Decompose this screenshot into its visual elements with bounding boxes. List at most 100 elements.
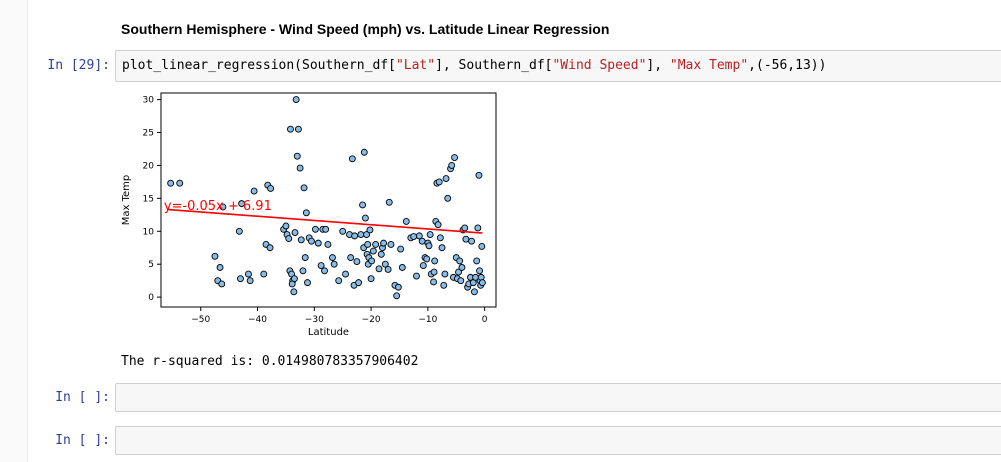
data-point	[218, 280, 226, 288]
code-token: plot_linear_regression(Southern_df[	[122, 58, 396, 73]
data-point	[377, 250, 385, 258]
empty-code-cell[interactable]	[115, 383, 1001, 412]
data-point	[438, 244, 446, 252]
data-point	[324, 240, 332, 248]
data-point	[287, 125, 294, 133]
data-point	[425, 242, 433, 250]
data-point	[413, 272, 420, 280]
y-tick-label: 5	[148, 260, 154, 270]
data-point	[431, 257, 439, 265]
data-point	[470, 288, 478, 296]
y-tick-label: 30	[143, 96, 155, 106]
data-point	[397, 245, 405, 253]
code-cell-29[interactable]: plot_linear_regression(Southern_df["Lat"…	[115, 50, 1001, 82]
data-point	[339, 227, 347, 235]
data-point	[410, 233, 418, 240]
data-point	[322, 225, 330, 233]
data-point	[468, 237, 476, 245]
data-point	[375, 265, 383, 273]
data-point	[364, 240, 372, 248]
data-point	[219, 203, 227, 211]
x-axis-label: Latitude	[308, 327, 349, 338]
data-point	[290, 288, 298, 296]
data-point	[351, 232, 359, 240]
data-point	[329, 254, 336, 262]
data-point	[475, 171, 483, 179]
data-point	[291, 229, 299, 237]
data-point	[435, 178, 443, 186]
data-point	[304, 279, 311, 287]
x-tick-label: 0	[482, 315, 488, 325]
data-point	[440, 281, 448, 289]
data-point	[430, 278, 437, 286]
y-tick-label: 10	[143, 227, 155, 237]
data-point	[455, 268, 462, 276]
markdown-heading: Southern Hemisphere - Wind Speed (mph) v…	[121, 21, 610, 37]
data-point	[347, 254, 355, 262]
data-point	[267, 185, 275, 192]
y-tick-label: 20	[143, 161, 155, 171]
cell-prompt-empty-2: In [ ]:	[55, 433, 110, 448]
data-point	[441, 270, 449, 278]
y-tick-label: 15	[143, 194, 154, 204]
data-point	[366, 226, 374, 234]
data-point	[237, 275, 244, 283]
data-point	[380, 239, 388, 247]
data-point	[357, 231, 365, 239]
data-point	[474, 224, 482, 232]
data-point	[444, 194, 452, 202]
data-point	[302, 209, 310, 217]
data-point	[393, 292, 401, 300]
data-point	[353, 258, 361, 266]
data-point	[299, 267, 307, 275]
data-point	[473, 257, 481, 265]
y-tick-label: 25	[143, 129, 154, 139]
x-tick-label: −50	[191, 315, 210, 325]
left-gutter	[0, 0, 28, 462]
empty-code-cell[interactable]	[115, 426, 1001, 455]
data-point	[436, 234, 444, 242]
data-point	[368, 257, 376, 265]
x-tick-label: −30	[305, 315, 324, 325]
data-point	[330, 260, 338, 268]
data-point	[387, 240, 395, 248]
data-point	[363, 231, 370, 239]
y-axis-label: Max Temp	[121, 175, 132, 226]
data-point	[451, 154, 459, 161]
cell-prompt-empty-1: In [ ]:	[55, 390, 110, 405]
data-point	[385, 198, 393, 206]
data-point	[462, 235, 470, 243]
data-point	[361, 214, 369, 222]
data-point	[260, 270, 268, 278]
plot-frame	[160, 92, 497, 308]
data-point	[442, 175, 450, 183]
data-point	[402, 217, 410, 225]
data-point	[293, 152, 301, 160]
code-string: "Wind Speed"	[552, 58, 647, 73]
data-point	[176, 179, 184, 187]
data-point	[372, 240, 380, 248]
data-point	[369, 247, 377, 255]
data-point	[282, 222, 290, 230]
data-point	[419, 262, 427, 269]
y-tick-label: 0	[148, 293, 154, 303]
data-point	[311, 225, 319, 233]
data-point	[398, 264, 406, 271]
code-token: ],	[646, 58, 670, 73]
code-string: "Lat"	[395, 58, 436, 73]
data-point	[342, 270, 349, 278]
data-point	[394, 283, 402, 291]
x-tick-label: −40	[248, 315, 267, 325]
data-point	[456, 257, 464, 265]
r-squared-output: The r-squared is: 0.014980783357906402	[121, 354, 419, 369]
data-point	[430, 268, 438, 276]
data-point	[244, 270, 252, 278]
data-point	[415, 232, 423, 240]
data-point	[461, 224, 469, 232]
data-point	[478, 242, 486, 250]
regression-equation: y=-0.05x + 6.91	[164, 199, 272, 214]
data-point	[238, 200, 246, 208]
data-point	[360, 148, 368, 156]
data-point	[355, 279, 363, 287]
data-point	[297, 236, 305, 244]
